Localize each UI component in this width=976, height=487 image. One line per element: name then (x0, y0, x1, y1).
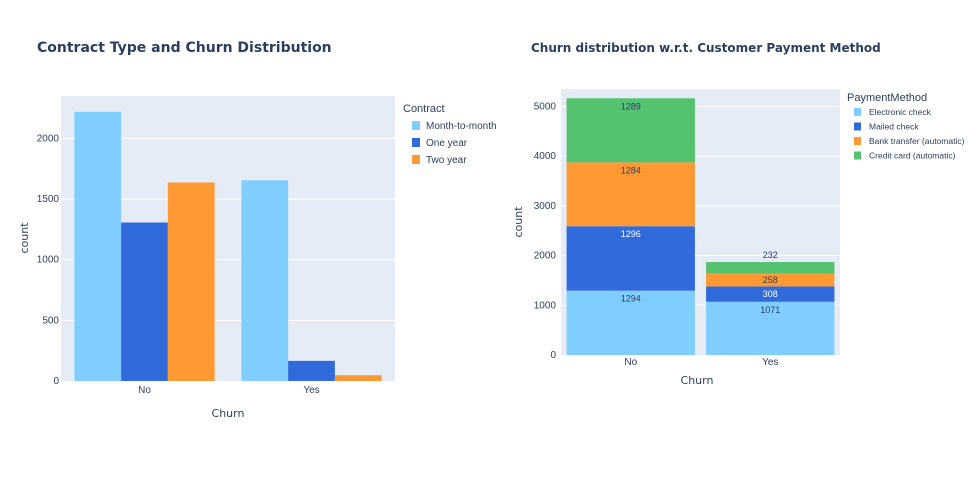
y-tick-label: 5000 (534, 101, 557, 112)
y-tick-label: 0 (53, 376, 59, 387)
x-tick-label: No (624, 357, 637, 368)
bar-segment[interactable] (706, 262, 835, 274)
legend[interactable]: Contract Month-to-month One year Two year (403, 103, 497, 166)
legend-swatch[interactable] (412, 138, 420, 147)
chart-title: Contract Type and Churn Distribution (37, 40, 332, 56)
data-label: 258 (763, 275, 778, 285)
bar[interactable] (74, 111, 122, 381)
legend-swatch[interactable] (854, 137, 861, 145)
bar[interactable] (167, 182, 215, 381)
chart-title: Churn distribution w.r.t. Customer Payme… (531, 41, 881, 55)
bar[interactable] (121, 222, 168, 381)
bar-segment[interactable] (566, 98, 695, 163)
y-tick-label: 3000 (534, 201, 557, 212)
bar-segment[interactable] (706, 301, 835, 355)
x-axis-title: Churn (681, 374, 714, 387)
data-label: 1284 (621, 165, 641, 175)
data-label: 1071 (760, 305, 780, 315)
legend-entry[interactable]: Electronic check (869, 107, 932, 117)
bar-segment[interactable] (566, 162, 695, 227)
y-tick-label: 4000 (534, 151, 557, 162)
legend[interactable]: PaymentMethod Electronic check Mailed che… (847, 92, 965, 161)
y-tick-label: 1000 (534, 300, 557, 311)
bar-segment[interactable] (706, 273, 835, 287)
legend-title: Contract (403, 103, 445, 115)
data-label: 232 (763, 250, 778, 260)
y-tick-label: 500 (42, 315, 59, 326)
y-tick-label: 2000 (534, 251, 557, 262)
x-axis-title: Churn (212, 407, 245, 420)
y-axis-title: count (18, 222, 31, 254)
data-label: 1289 (621, 101, 641, 111)
payment-churn-chart: Churn distribution w.r.t. Customer Payme… (512, 41, 965, 387)
legend-entry[interactable]: One year (426, 138, 468, 149)
bar-segment[interactable] (566, 290, 695, 355)
legend-swatch[interactable] (854, 122, 861, 131)
bar[interactable] (334, 375, 382, 381)
data-label: 308 (763, 289, 778, 299)
legend-swatch[interactable] (412, 121, 420, 130)
legend-swatch[interactable] (854, 108, 861, 116)
legend-entry[interactable]: Bank transfer (automatic) (869, 136, 965, 146)
legend-entry[interactable]: Credit card (automatic) (869, 151, 956, 161)
x-tick-label: No (138, 385, 151, 396)
data-label: 1294 (621, 294, 641, 304)
legend-entry[interactable]: Month-to-month (426, 121, 497, 132)
legend-swatch[interactable] (854, 151, 861, 160)
contract-churn-chart: Contract Type and Churn Distribution 0 50… (18, 40, 497, 420)
data-label: 1296 (621, 229, 641, 239)
legend-entry[interactable]: Two year (426, 155, 467, 166)
x-tick-label: Yes (303, 385, 319, 396)
y-axis-title: count (512, 206, 525, 238)
x-tick-label: Yes (762, 357, 778, 368)
bar-segment[interactable] (706, 286, 835, 302)
bar[interactable] (288, 360, 335, 381)
y-tick-label: 2000 (37, 133, 60, 144)
legend-entry[interactable]: Mailed check (869, 122, 919, 132)
y-tick-label: 0 (550, 350, 556, 361)
legend-swatch[interactable] (412, 155, 420, 164)
legend-title: PaymentMethod (847, 92, 927, 104)
bar[interactable] (241, 180, 289, 381)
y-tick-label: 1500 (37, 194, 60, 205)
y-tick-label: 1000 (37, 255, 60, 266)
bar-segment[interactable] (566, 226, 695, 291)
